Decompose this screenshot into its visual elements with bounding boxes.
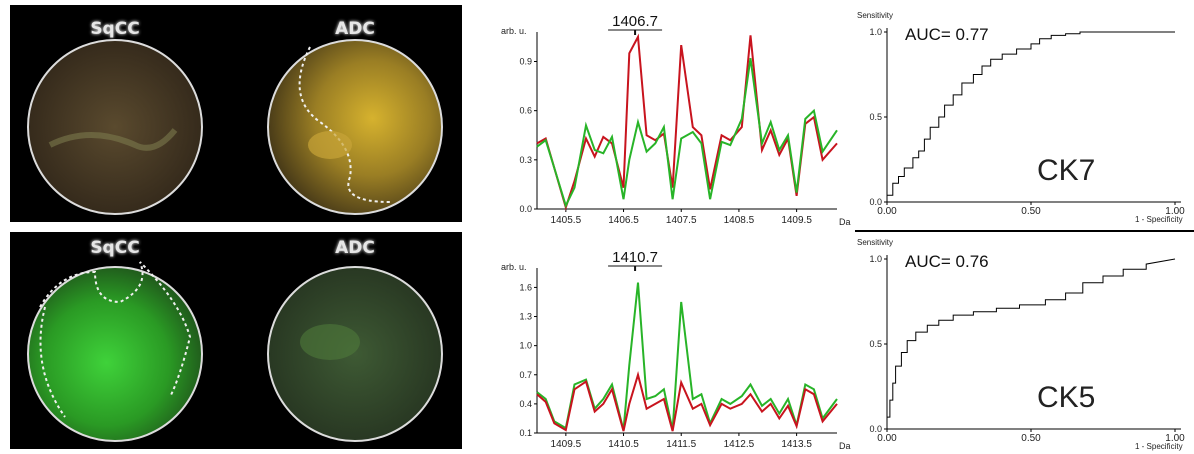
y-tick-label: 0.3 [519,155,532,165]
x-tick-label: 0.50 [1021,206,1041,217]
tissue-texture [300,324,360,360]
roc-chart-top: Sensitivity 1 - Specificity 0.0 0.5 1.0 0.00 0… [857,11,1185,224]
tissue-image-top [27,39,443,215]
y-tick-label: 0.0 [869,197,882,207]
adc-tissue-core [267,39,443,215]
x-tick-label: 1409.5 [781,215,812,226]
x-tick-label: 1.00 [1165,206,1185,217]
y-axis-label: arb. u. [501,26,527,36]
x-tick-label: 1411.5 [666,439,696,450]
series-line-green [536,282,838,431]
roi-outline [39,306,66,418]
series-line-green [536,58,838,209]
y-tick-label: 0.5 [869,339,882,349]
peak-label: 1406.7 [612,13,658,30]
marker-label: CK5 [1037,381,1095,414]
y-tick-label: 1.0 [869,254,882,264]
roc-chart-bottom: Sensitivity 1 - Specificity 0.0 0.5 1.0 0.00 0… [857,238,1185,451]
tissue-label-sqcc: SqCC [90,238,140,258]
x-tick-label: 1410.5 [608,439,639,450]
peak-label: 1410.7 [612,249,658,266]
tissue-label-sqcc: SqCC [90,19,140,39]
auc-label: AUC= 0.76 [905,252,989,271]
tissue-panel-top: SqCC ADC [10,5,462,222]
x-tick-label: 0.50 [1021,433,1041,444]
x-axis-label: 1 - Specificity [1135,215,1183,224]
y-tick-label: 1.0 [869,27,882,37]
x-tick-label: 1413.5 [781,439,812,450]
y-axis-label: Sensitivity [857,238,893,247]
marker-label: CK7 [1037,154,1095,187]
tissue-texture [48,128,178,151]
x-axis-label: Da [839,217,851,227]
y-tick-label: 0.9 [519,57,532,67]
x-tick-label: 1408.5 [724,215,755,226]
y-axis-label: Sensitivity [857,11,893,20]
adc-tissue-core [267,266,443,442]
x-axis-label: Da [839,441,851,451]
y-tick-label: 0.0 [869,424,882,434]
x-tick-label: 1409.5 [551,439,582,450]
auc-label: AUC= 0.77 [905,25,989,44]
x-tick-label: 1412.5 [724,439,755,450]
sqcc-tissue-core [27,266,203,442]
y-tick-label: 0.5 [869,112,882,122]
tissue-label-adc: ADC [335,238,375,258]
y-tick-label: 0.1 [519,428,532,438]
x-tick-label: 0.00 [877,433,897,444]
x-tick-label: 1407.5 [666,215,697,226]
x-axis-label: 1 - Specificity [1135,442,1183,451]
y-tick-label: 0.4 [519,399,532,409]
x-tick-label: 1406.5 [608,215,639,226]
spectrum-chart-bottom: arb. u. Da 0.1 0.4 0.7 1.0 1.3 1.6 1409.5 1410.5 1… [501,249,851,451]
y-axis-label: arb. u. [501,262,527,272]
roc-curve [886,31,1175,202]
series-line-red [536,33,838,211]
x-tick-label: 0.00 [877,206,897,217]
y-tick-label: 0.0 [519,204,532,214]
y-tick-label: 0.6 [519,106,532,116]
tissue-panel-bottom: SqCC ADC [10,232,462,449]
divider [855,230,1194,232]
y-tick-label: 1.3 [519,312,532,322]
sqcc-tissue-core [27,39,203,215]
tissue-texture [308,131,352,159]
x-tick-label: 1405.5 [551,215,582,226]
spectrum-chart-top: arb. u. Da 0.0 0.3 0.6 0.9 1405.5 1406.5 1407.5 1… [501,13,851,227]
series-line-red [536,371,838,432]
tissue-label-adc: ADC [335,19,375,39]
y-tick-label: 1.6 [519,282,532,292]
y-tick-label: 0.7 [519,370,532,380]
y-tick-label: 1.0 [519,341,532,351]
x-tick-label: 1.00 [1165,433,1185,444]
tissue-image-bottom [27,261,443,442]
roc-curve [886,258,1176,429]
